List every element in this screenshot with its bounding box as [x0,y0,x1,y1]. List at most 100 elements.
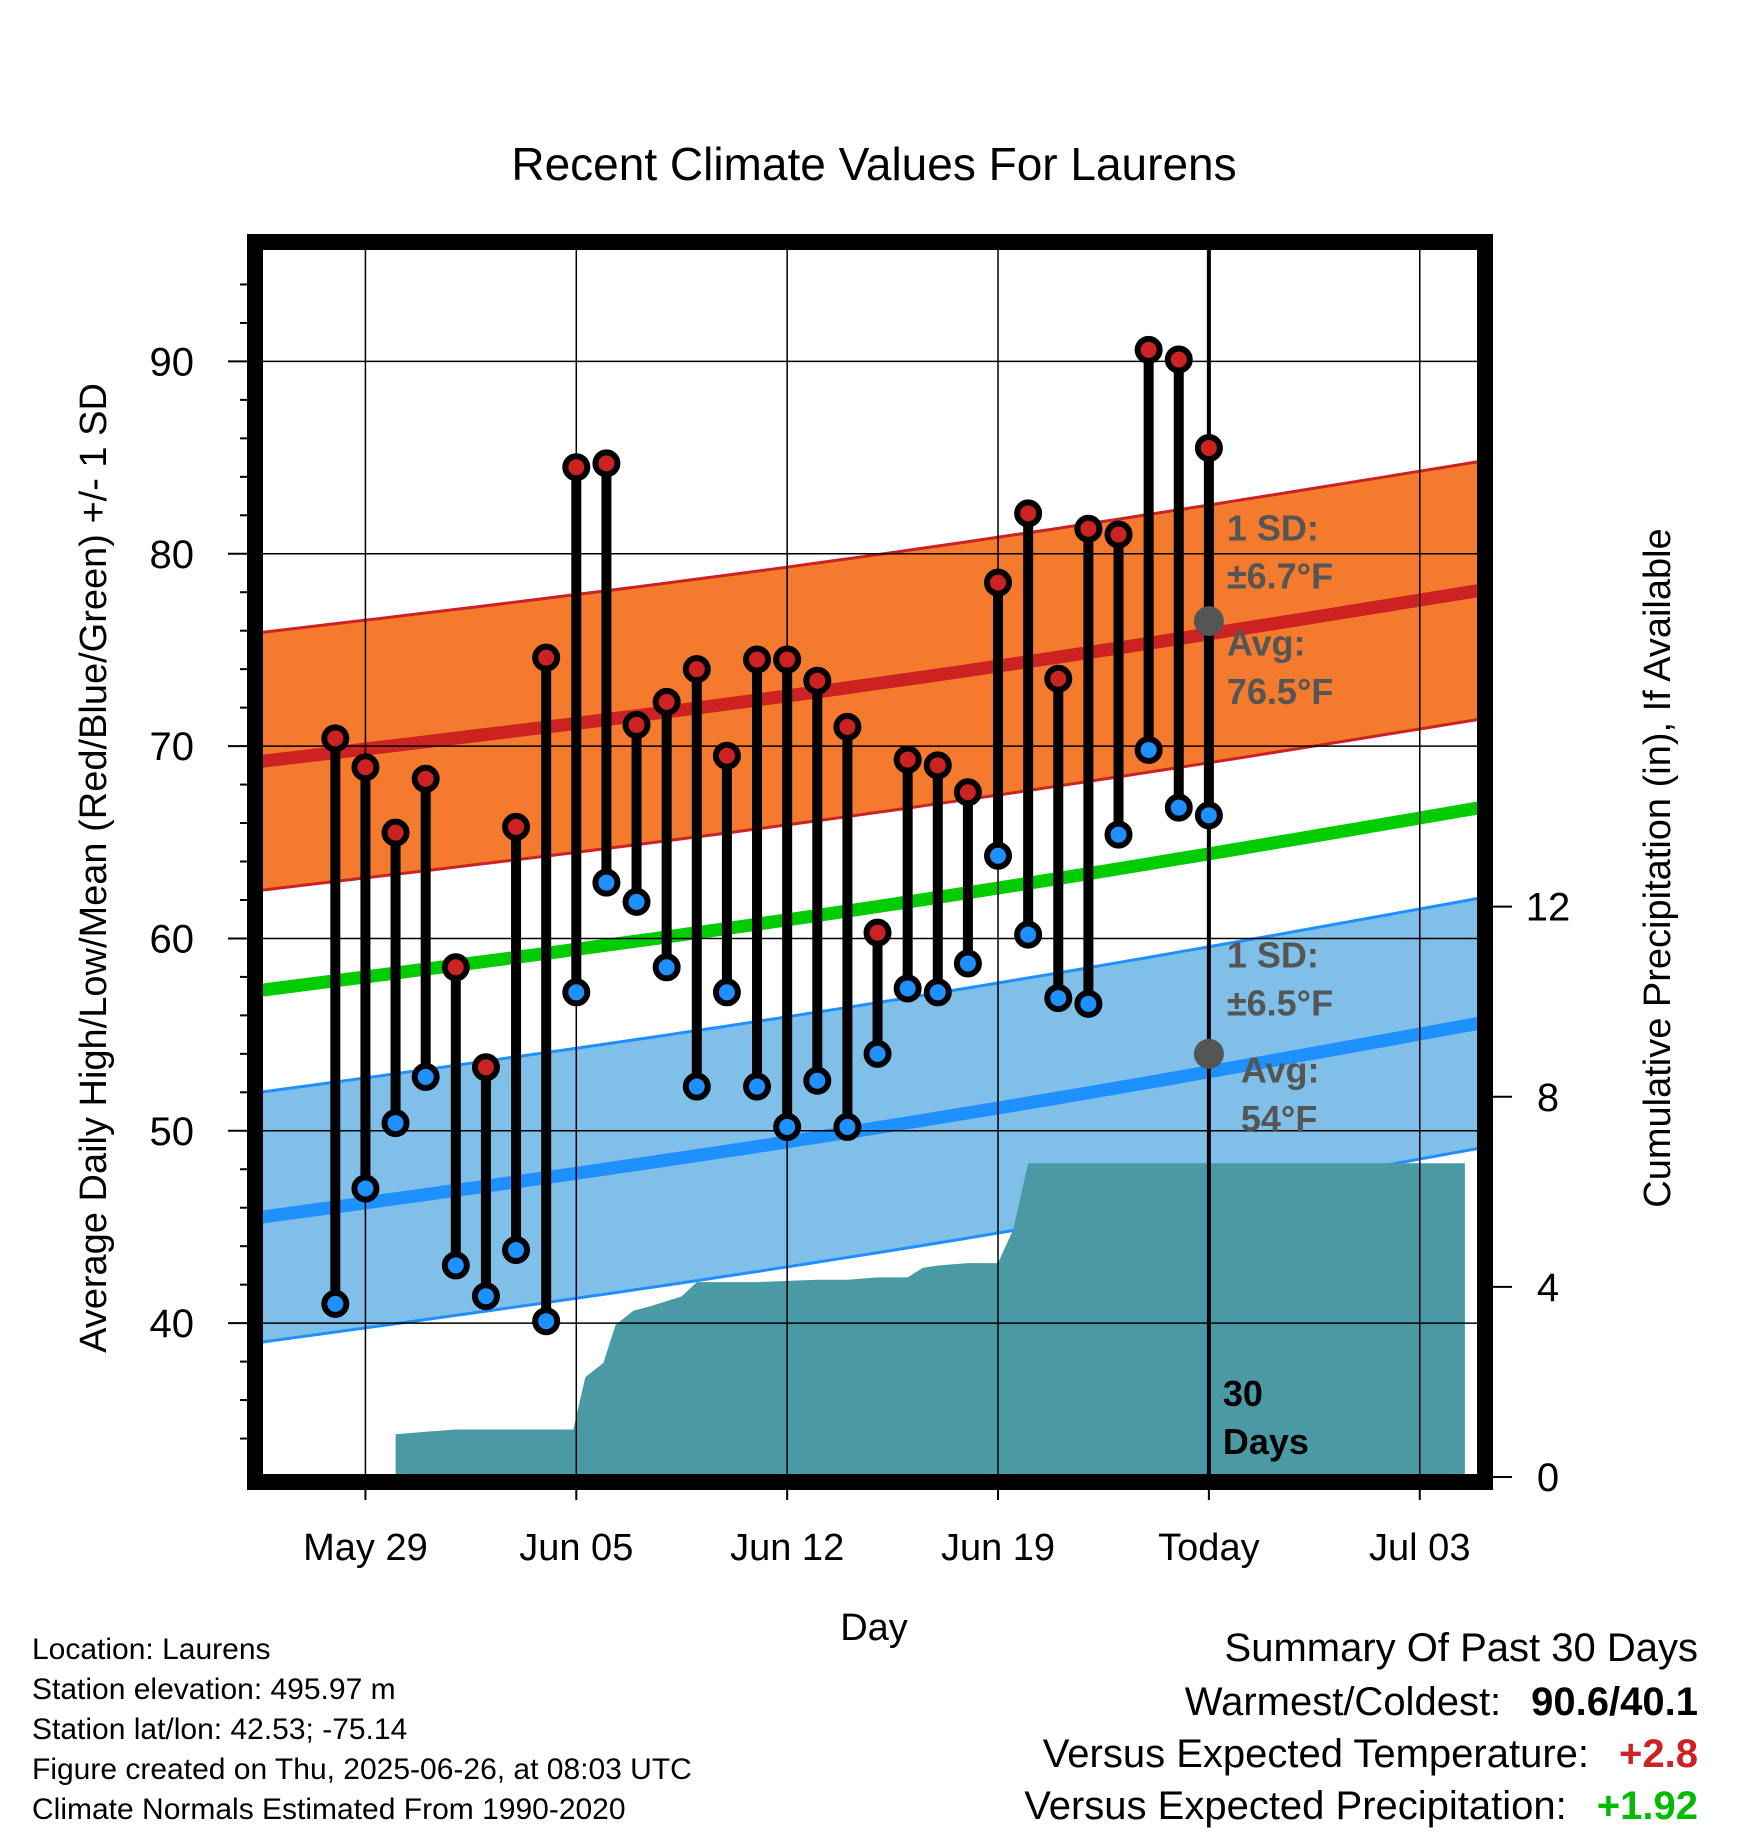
chart-title: Recent Climate Values For Laurens [511,138,1236,190]
high-sd-label: 1 SD: [1227,507,1319,548]
high-point [803,666,832,695]
low-point [622,887,651,916]
plot-frame [247,234,1493,1490]
normals-text: Climate Normals Estimated From 1990-2020 [32,1793,626,1826]
low-point [381,1109,410,1138]
x-tick-label: Jun 19 [941,1527,1055,1569]
normal-high-line [260,583,1480,768]
precip-area [365,1163,1465,1477]
high-point [622,710,651,739]
y2-tick-label: 8 [1537,1076,1559,1120]
summary-panel: Summary Of Past 30 Days Warmest/Coldest:… [1024,1620,1698,1832]
high-point [984,568,1013,597]
high-point [712,741,741,770]
x-tick-label: Today [1158,1527,1259,1569]
warm-cold-row: Warmest/Coldest: 90.6/40.1 [1024,1676,1698,1728]
x-tick-label: Jul 03 [1369,1527,1470,1569]
normal-high-band-lower-edge [260,717,1480,892]
low-point [923,978,952,1007]
y-tick-label: 70 [150,725,195,769]
precip-label: Versus Expected Precipitation: [1024,1784,1567,1828]
days-count-label: 30 [1223,1373,1263,1414]
high-sd-value: ±6.7°F [1227,555,1333,596]
temp-label: Versus Expected Temperature: [1042,1732,1590,1776]
high-avg-label: Avg: [1227,623,1306,664]
low-point [1104,820,1133,849]
low-point [833,1112,862,1141]
summary-title: Summary Of Past 30 Days [1224,1626,1698,1670]
low-point [893,974,922,1003]
temp-row: Versus Expected Temperature: +2.8 [1024,1728,1698,1780]
low-sd-label: 1 SD: [1227,934,1319,975]
temp-value: +2.8 [1619,1732,1698,1776]
warm-cold-value: 90.6/40.1 [1531,1680,1698,1724]
low-point [532,1307,561,1336]
low-point [441,1251,470,1280]
high-point [1164,345,1193,374]
low-point [773,1112,802,1141]
low-point [682,1072,711,1101]
low-point [1194,801,1223,830]
low-point [953,949,982,978]
high-point [833,712,862,741]
high-point [863,918,892,947]
low-point [321,1289,350,1318]
high-point [502,812,531,841]
high-avg-value: 76.5°F [1227,671,1333,712]
high-point [381,818,410,847]
low-point [1014,920,1043,949]
high-point [532,643,561,672]
high-point [471,1053,500,1082]
high-point [893,745,922,774]
normal-low-line [260,1016,1480,1224]
y2-axis-label: Cumulative Precipitation (in), If Availa… [1637,528,1679,1207]
x-tick-label: May 29 [303,1527,428,1569]
low-point [351,1174,380,1203]
days-word-label: Days [1223,1421,1309,1462]
low-avg-value: 54°F [1241,1098,1317,1139]
low-point [863,1039,892,1068]
high-point [411,764,440,793]
high-point [321,724,350,753]
station-info: Location: Laurens Station elevation: 495… [32,1630,692,1830]
low-sd-value: ±6.5°F [1227,982,1333,1023]
high-point [1074,514,1103,543]
high-point [953,778,982,807]
today-low-marker [1193,1038,1224,1069]
high-point [1134,335,1163,364]
low-point [743,1072,772,1101]
low-point [1134,735,1163,764]
high-point [592,449,621,478]
high-point [441,953,470,982]
high-point [1014,499,1043,528]
today-high-marker [1193,606,1224,637]
x-axis-label: Day [840,1607,908,1649]
y-tick-label: 50 [150,1110,195,1154]
low-point [1164,793,1193,822]
high-point [743,645,772,674]
y-axis-label: Average Daily High/Low/Mean (Red/Blue/Gr… [73,383,115,1353]
low-point [984,841,1013,870]
x-tick-label: Jun 05 [519,1527,633,1569]
high-point [773,645,802,674]
latlon-text: Station lat/lon: 42.53; -75.14 [32,1713,408,1746]
precip-value: +1.92 [1596,1784,1698,1828]
high-point [1104,520,1133,549]
normal-high-band-upper-edge [260,459,1480,635]
low-point [562,978,591,1007]
y2-tick-label: 12 [1526,886,1571,930]
low-point [1074,989,1103,1018]
low-avg-label: Avg: [1241,1050,1320,1091]
low-point [1044,984,1073,1013]
y-tick-label: 80 [150,533,195,577]
warm-cold-label: Warmest/Coldest: [1184,1680,1502,1724]
high-point [652,687,681,716]
high-point [682,655,711,684]
low-point [803,1066,832,1095]
high-point [923,751,952,780]
high-point [1194,433,1223,462]
created-text: Figure created on Thu, 2025-06-26, at 08… [32,1753,692,1786]
elevation-text: Station elevation: 495.97 m [32,1673,396,1706]
y2-tick-label: 0 [1537,1456,1559,1500]
normal-low-band [260,898,1480,1343]
